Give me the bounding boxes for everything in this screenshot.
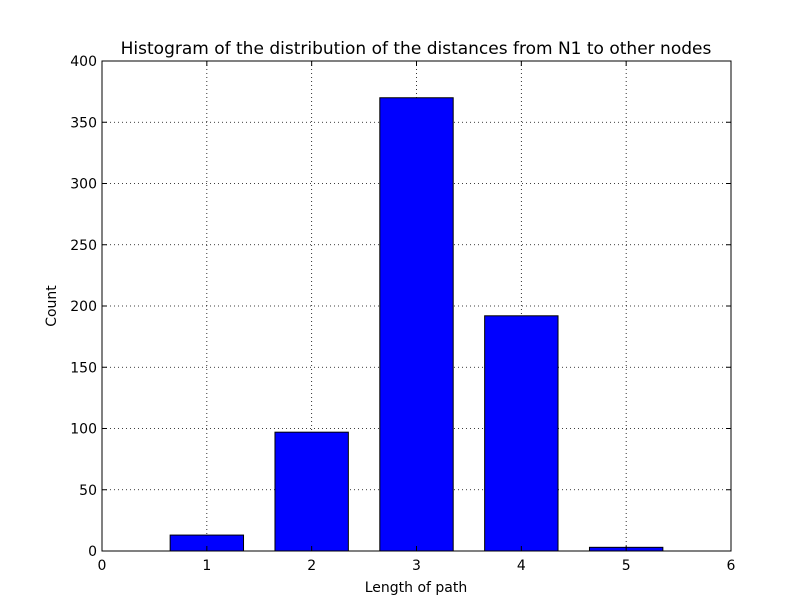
x-tick-label: 6 bbox=[727, 558, 736, 574]
x-tick-label: 3 bbox=[412, 558, 421, 574]
y-tick-label: 100 bbox=[70, 422, 97, 438]
x-tick-label: 0 bbox=[98, 558, 107, 574]
axis-ticks bbox=[101, 60, 732, 552]
x-axis-label: Length of path bbox=[365, 580, 468, 596]
chart-title: Histogram of the distribution of the dis… bbox=[121, 39, 712, 59]
x-tick-label: 2 bbox=[307, 558, 316, 574]
x-tick-label: 5 bbox=[622, 558, 631, 574]
y-tick-label: 150 bbox=[70, 360, 97, 376]
bar-length-2 bbox=[274, 431, 349, 552]
x-tick-label: 1 bbox=[202, 558, 211, 574]
y-tick-labels: 0 50 100 150 200 250 300 350 400 bbox=[70, 54, 97, 560]
y-tick-label: 50 bbox=[79, 483, 97, 499]
bar-length-3 bbox=[379, 97, 454, 552]
y-tick-label: 400 bbox=[70, 54, 97, 70]
bars bbox=[169, 97, 664, 552]
x-tick-label: 4 bbox=[517, 558, 526, 574]
y-tick-label: 250 bbox=[70, 238, 97, 254]
y-tick-label: 200 bbox=[70, 299, 97, 315]
y-tick-label: 350 bbox=[70, 115, 97, 131]
y-axis-label: Count bbox=[44, 285, 60, 327]
y-tick-label: 0 bbox=[88, 544, 97, 560]
bar-length-4 bbox=[484, 315, 559, 552]
y-tick-label: 300 bbox=[70, 177, 97, 193]
x-tick-labels: 0 1 2 3 4 5 6 bbox=[98, 558, 736, 574]
